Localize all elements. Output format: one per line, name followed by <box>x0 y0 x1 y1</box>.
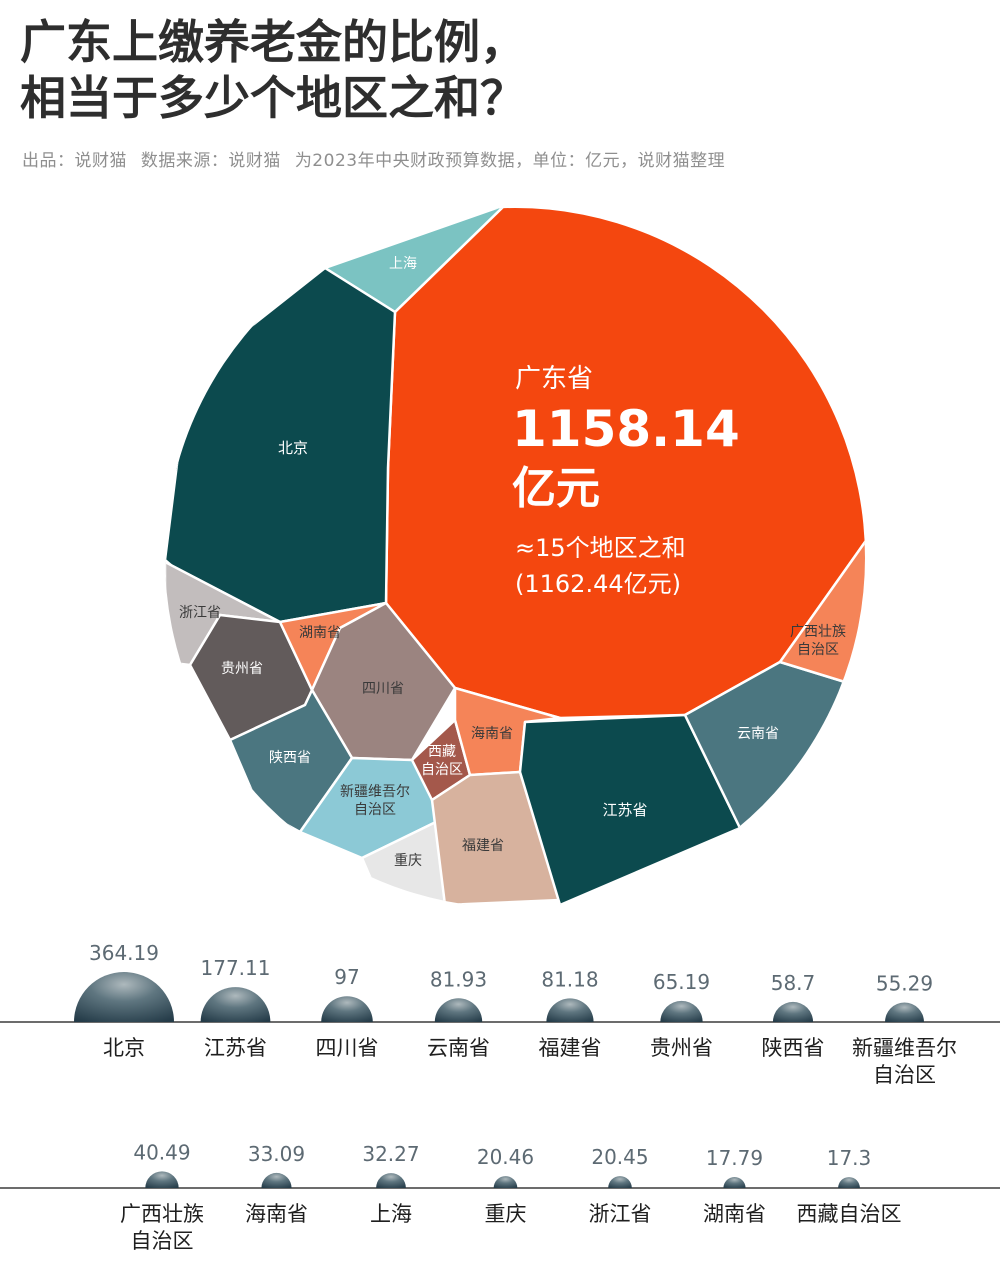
cell-label-e696b0e79686e7bbb4e590bee5b094e887aae6b2bbe58cba: 新疆维吾尔自治区 <box>340 784 410 818</box>
subtitle-credit: 出品：说财猫 <box>22 151 127 171</box>
bubble-value-label: 33.09 <box>248 1142 305 1166</box>
bubble-category-label: 江苏省 <box>204 1036 267 1060</box>
bubble-category-label: 云南省 <box>427 1036 490 1060</box>
bubble-category-label: 陕西省 <box>762 1036 825 1060</box>
bubble-value-label: 32.27 <box>362 1142 419 1166</box>
bubble-e5b9bfe8a5bfe5a3aee6978fe887aae6b2bbe58cba <box>145 1171 179 1188</box>
bubble-category-label: 海南省 <box>245 1202 308 1226</box>
cell-label-e4ba91e58d97e79c81: 云南省 <box>737 726 779 742</box>
bubble-e6b599e6b19fe79c81 <box>608 1176 632 1188</box>
bubble-e696b0e79686e7bbb4e590bee5b094e887aae6b2bbe58cba <box>885 1002 924 1022</box>
bubble-category-label: 湖南省 <box>703 1202 766 1226</box>
bubble-e99995e8a5bfe79c81 <box>772 1001 814 1022</box>
cell-label-e8a5bfe8978fe887aae6b2bbe58cba: 西藏自治区 <box>421 744 463 778</box>
bubble-value-label: 20.46 <box>477 1145 534 1169</box>
bubble-e8b4b5e5b79ee79c81 <box>660 1000 703 1022</box>
highlight-note-1: ≈15个地区之和 <box>515 534 686 562</box>
bubble-e58c97e4baac <box>74 972 174 1022</box>
subtitle-note: 为2023年中央财政预算数据，单位：亿元，说财猫整理 <box>294 151 726 171</box>
bubble-value-label: 55.29 <box>876 972 933 996</box>
cell-label-e99995e8a5bfe79c81: 陕西省 <box>269 750 311 766</box>
cell-label-e7a68fe5bbbae79c81: 福建省 <box>462 838 504 854</box>
highlight-name: 广东省 <box>515 364 593 394</box>
cell-label-e5b9bfe8a5bfe5a3aee6978fe887aae6b2bbe58cba: 广西壮族自治区 <box>790 624 846 658</box>
voronoi-cell-e5b9bfe8a5bfe5a3aee6978fe887aae6b2bbe58cba <box>778 533 865 684</box>
bubble-category-label: 北京 <box>103 1036 145 1060</box>
bubble-e6b19fe88b8fe79c81 <box>200 987 271 1022</box>
highlight-unit: 亿元 <box>512 463 600 514</box>
cell-label-e6b19fe88b8fe79c81: 江苏省 <box>602 801 647 819</box>
cell-label-e6b599e6b19fe79c81: 浙江省 <box>179 605 221 621</box>
bubble-category-label: 西藏自治区 <box>797 1202 902 1226</box>
cell-label-e59b9be5b79de79c81: 四川省 <box>362 681 404 697</box>
bubble-category-label: 重庆 <box>485 1202 527 1226</box>
title-line-1: 广东上缴养老金的比例， <box>20 15 526 69</box>
voronoi-cell-e6b19fe88b8fe79c81 <box>518 713 742 907</box>
cell-label-e6b996e58d97e79c81: 湖南省 <box>299 625 341 641</box>
cell-label-e6b5b7e58d97e79c81: 海南省 <box>471 726 513 742</box>
bubble-e8a5bfe8978fe887aae6b2bbe58cba <box>838 1177 860 1188</box>
bubble-chart: 364.19 北京 177.11 江苏省 97 四川省 81.93 云南省 81.18 福建省 65… <box>0 941 1000 1253</box>
subtitle: 出品：说财猫 数据来源：说财猫 为2023年中央财政预算数据，单位：亿元，说财猫… <box>22 146 982 171</box>
cell-label-e9878de5ba86: 重庆 <box>394 853 422 869</box>
bubble-e4b88ae6b5b7 <box>376 1173 406 1188</box>
voronoi-cell-e5b9bfe4b89ce79c81 <box>384 208 865 720</box>
bubble-value-label: 40.49 <box>133 1140 190 1164</box>
subtitle-source: 数据来源：说财猫 <box>140 151 281 171</box>
bubble-category-label: 上海 <box>370 1202 412 1226</box>
bubble-value-label: 364.19 <box>89 941 159 965</box>
bubble-value-label: 177.11 <box>201 956 271 980</box>
bubble-value-label: 58.7 <box>771 971 816 995</box>
bubble-category-label: 新疆维吾尔自治区 <box>852 1036 957 1087</box>
bubble-value-label: 65.19 <box>653 970 710 994</box>
bubble-e6b5b7e58d97e79c81 <box>261 1172 292 1188</box>
bubble-e6b996e58d97e79c81 <box>723 1176 746 1188</box>
bubble-value-label: 17.3 <box>827 1146 872 1170</box>
cell-label-e58c97e4baac: 北京 <box>278 439 308 457</box>
highlight-note-2: (1162.44亿元) <box>515 570 681 598</box>
title-line-2: 相当于多少个地区之和？ <box>20 71 526 125</box>
bubble-e7a68fe5bbbae79c81 <box>546 998 594 1022</box>
bubble-e59b9be5b79de79c81 <box>321 996 373 1022</box>
bubble-category-label: 贵州省 <box>650 1036 713 1060</box>
bubble-category-label: 福建省 <box>539 1036 602 1060</box>
bubble-value-label: 20.45 <box>591 1145 648 1169</box>
page-title: 广东上缴养老金的比例， 相当于多少个地区之和？ <box>20 14 980 126</box>
highlight-value: 1158.14 <box>512 400 740 458</box>
bubble-e9878de5ba86 <box>493 1176 518 1188</box>
bubble-category-label: 浙江省 <box>589 1202 652 1226</box>
cell-label-e4b88ae6b5b7: 上海 <box>389 256 417 272</box>
bubble-e4ba91e58d97e79c81 <box>434 998 483 1022</box>
bubble-category-label: 广西壮族自治区 <box>120 1202 204 1253</box>
bubble-category-label: 四川省 <box>316 1036 379 1060</box>
bubble-value-label: 81.18 <box>541 967 598 991</box>
bubble-value-label: 17.79 <box>706 1146 763 1170</box>
cell-label-e8b4b5e5b79ee79c81: 贵州省 <box>221 661 263 677</box>
bubble-value-label: 81.93 <box>430 967 487 991</box>
bubble-value-label: 97 <box>334 965 359 989</box>
